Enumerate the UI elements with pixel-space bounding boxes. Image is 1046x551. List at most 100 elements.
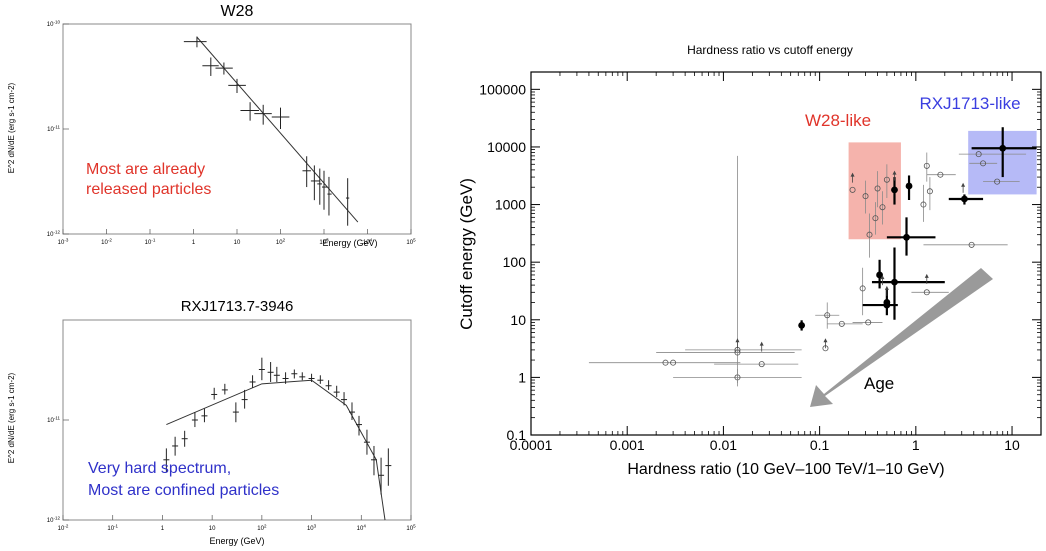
lower-limit-head (961, 182, 966, 187)
filled-data-point (891, 177, 898, 205)
filled-point-marker (891, 278, 898, 286)
open-data-point (958, 151, 1027, 158)
rxj-data-point (317, 375, 324, 384)
open-point-marker (923, 162, 930, 169)
filled-data-point (862, 301, 898, 309)
rxj-data-point (232, 402, 239, 423)
rxj-data-point (258, 357, 265, 381)
rxj-x-tick-label: 1 (161, 526, 165, 532)
open-point-marker (859, 285, 866, 292)
open-point-marker (734, 349, 741, 356)
w28-y-tick-label: 10-12 (47, 229, 61, 238)
open-data-point (983, 178, 1020, 185)
main-x-tick-label: 0.01 (710, 437, 737, 453)
open-point-marker (866, 231, 873, 238)
open-data-point (920, 184, 927, 222)
rxj-x-tick-label: 10 (209, 526, 216, 532)
rxj-x-axis-label: Energy (GeV) (209, 536, 264, 546)
rxj-y-tick-label: 10-11 (47, 415, 60, 424)
open-data-point (588, 359, 741, 366)
rxj-annotation-line-1: Very hard spectrum, (88, 460, 231, 477)
w28-data-point (271, 107, 290, 129)
rxj-data-point (172, 436, 179, 456)
rxj-x-tick-label: 105 (406, 523, 416, 532)
w28-x-tick-label: 10-1 (145, 237, 156, 246)
main-x-axis-label: Hardness ratio (10 GeV–100 TeV/1–10 GeV) (627, 461, 944, 478)
main-y-tick-label: 1 (518, 369, 526, 385)
open-point-marker (862, 193, 869, 200)
w28-data-point (228, 78, 246, 94)
lower-limit-arrow (823, 338, 828, 349)
rxj-data-point (267, 362, 274, 382)
open-data-point (923, 152, 930, 182)
rxj-panel: RXJ1713.7-3946 E^2 dN/dE (erg s-1 cm-2) … (7, 298, 416, 546)
lower-limit-arrow (884, 285, 889, 296)
rxj-data-point (356, 415, 363, 436)
open-point-marker (968, 241, 975, 248)
main-ticks: 0.0001 0.001 0.01 0.1 1 10 0.1 1 10 100 1000 10000 1… (479, 71, 1042, 453)
lower-limit-arrow (759, 341, 764, 352)
lower-limit-head (880, 275, 885, 280)
open-point-marker (980, 160, 987, 167)
w28-panel: W28 E^2 dN/dE (erg s-1 cm-2) Energy (GeV… (7, 3, 416, 248)
rxj-data-point (191, 412, 198, 428)
rxj-data-point (363, 429, 370, 455)
main-title: Hardness ratio vs cutoff energy (687, 43, 853, 57)
region-label-rxj1713-like: RXJ1713-like (919, 94, 1020, 113)
w28-x-tick-label: 10-3 (58, 237, 69, 246)
w28-x-tick-label: 10-2 (101, 237, 112, 246)
open-point-marker (920, 201, 927, 208)
w28-annotation-line-1: Most are already (86, 161, 205, 178)
main-x-tick-label: 0.001 (610, 437, 645, 453)
w28-data-point (183, 36, 207, 48)
open-point-marker (670, 359, 677, 366)
rxj-data-point (308, 373, 315, 382)
w28-data-point (327, 176, 332, 216)
rxj-data-point (282, 372, 289, 384)
main-y-tick-label: 10000 (487, 139, 526, 155)
main-plot-frame (530, 71, 1042, 436)
rxj-data-point (325, 380, 332, 390)
filled-data-point (948, 194, 984, 205)
open-data-point (859, 267, 866, 316)
lower-limit-head (735, 338, 740, 343)
main-y-tick-label: 1000 (495, 197, 526, 213)
w28-annotation-line-2: released particles (86, 181, 211, 198)
w28-x-axis-label: Energy (GeV) (322, 238, 377, 248)
filled-point-marker (891, 186, 898, 194)
rxj-data-point (341, 392, 348, 406)
main-x-tick-label: 1 (912, 437, 920, 453)
w28-x-tick-label: 103 (319, 237, 329, 246)
w28-data-point (345, 178, 350, 226)
open-point-marker (937, 171, 944, 178)
open-data-point (862, 180, 869, 214)
open-data-point (656, 349, 795, 356)
age-arrow-label: Age (864, 374, 894, 393)
filled-data-point (971, 127, 1037, 178)
open-data-point (926, 171, 956, 178)
open-point-marker (824, 312, 831, 319)
lower-limit-arrow (924, 273, 929, 284)
w28-x-tick-label: 102 (276, 237, 286, 246)
rxj-data-point (370, 445, 377, 476)
w28-ticks: 10-310-210-11 10 10210310410510-1010-1110-… (47, 19, 416, 246)
filled-point-marker (876, 271, 883, 279)
w28-data-point (302, 156, 311, 188)
rxj-data-point (181, 430, 188, 447)
open-point-marker (662, 359, 669, 366)
rxj-title: RXJ1713.7-3946 (181, 298, 294, 315)
main-panel: Hardness ratio vs cutoff energy W28-like… (457, 43, 1042, 478)
age-arrow: Age (810, 268, 993, 407)
open-point-marker (994, 178, 1001, 185)
filled-point-marker (961, 195, 968, 203)
open-data-point (849, 186, 856, 193)
rxj-x-tick-label: 103 (307, 523, 317, 532)
filled-point-marker (905, 182, 913, 190)
lower-limit-arrow (735, 338, 740, 349)
main-y-axis-label: Cutoff energy (GeV) (457, 178, 476, 330)
open-point-marker (838, 320, 845, 327)
main-marks (588, 127, 1037, 387)
main-y-tick-label: 100000 (479, 81, 526, 97)
lower-limit-head (823, 338, 828, 343)
